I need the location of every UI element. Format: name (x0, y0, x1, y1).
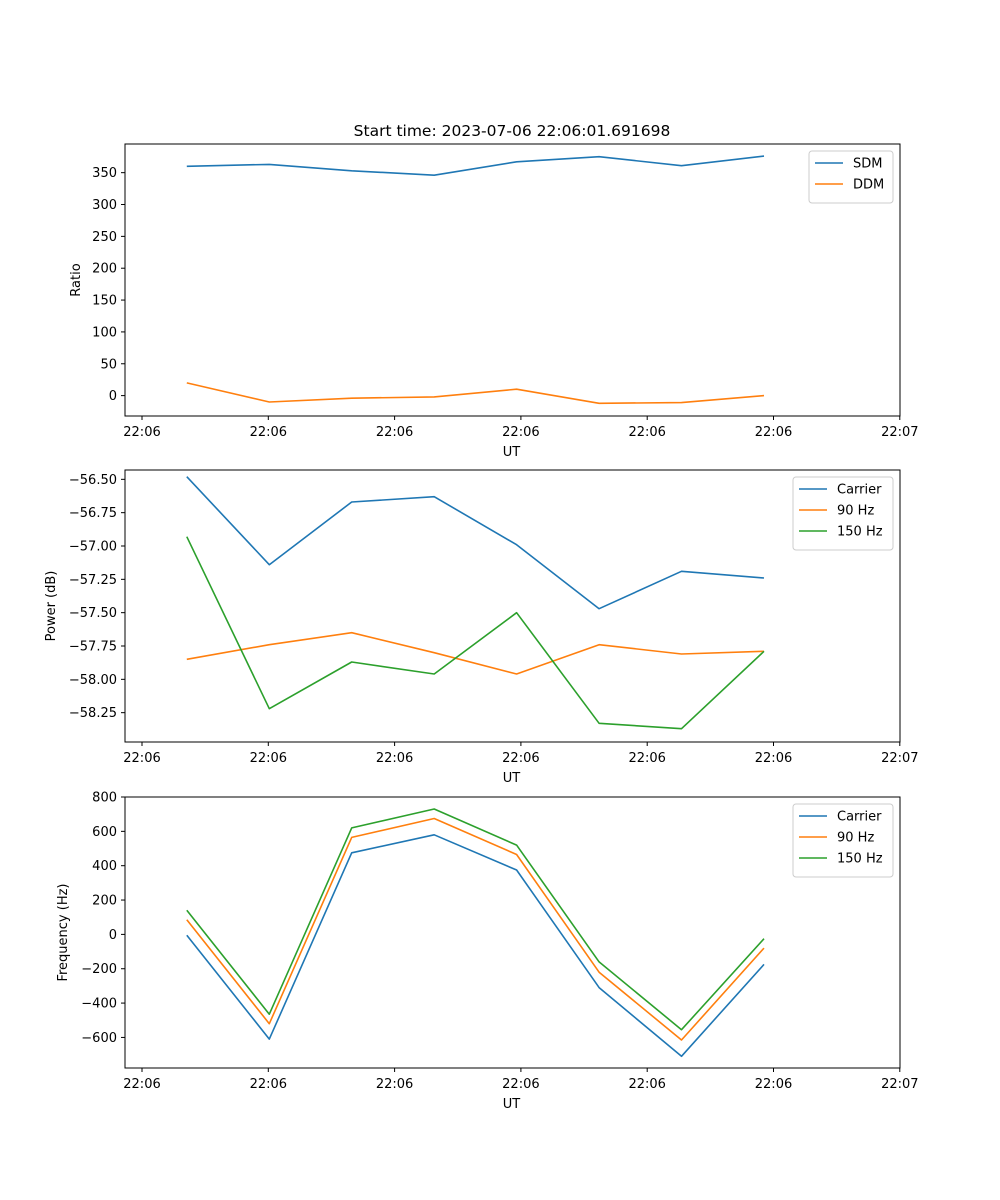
figure-title: Start time: 2023-07-06 22:06:01.691698 (354, 122, 671, 140)
frequency-hz-legend-label-90-hz: 90 Hz (837, 831, 874, 846)
ratio-x-tick-label: 22:06 (628, 425, 665, 440)
ratio-y-tick-label: 100 (92, 325, 117, 340)
frequency-hz-x-tick-label: 22:06 (250, 1077, 287, 1092)
frequency-hz-legend-label-carrier: Carrier (837, 810, 882, 825)
power-db-y-axis-label: Power (dB) (44, 571, 59, 642)
ratio-y-tick-label: 200 (92, 262, 117, 277)
frequency-hz-y-axis-label: Frequency (Hz) (56, 883, 71, 981)
ratio-y-tick-label: 0 (109, 389, 117, 404)
frequency-hz-y-tick-label: −200 (81, 962, 117, 977)
ratio-x-tick-label: 22:06 (376, 425, 413, 440)
ratio-x-tick-label: 22:06 (123, 425, 160, 440)
power-db-series-line-carrier (186, 476, 765, 610)
frequency-hz-y-tick-label: −400 (81, 997, 117, 1012)
power-db-x-axis-label: UT (503, 771, 521, 786)
frequency-hz-y-tick-label: 400 (92, 859, 117, 874)
frequency-hz-series-line-90-hz (186, 817, 765, 1041)
frequency-hz-y-tick-label: −600 (81, 1031, 117, 1046)
frequency-hz-x-tick-label: 22:06 (755, 1077, 792, 1092)
ratio-y-tick-label: 350 (92, 166, 117, 181)
power-panel: 22:06 22:06 22:06 22:06 22:06 22:06 22:07 UT −56… (44, 469, 919, 786)
frequency-hz-y-tick-label: 200 (92, 894, 117, 909)
frequency-hz-x-tick-label: 22:06 (502, 1077, 539, 1092)
frequency-hz-y-tick-label: 600 (92, 825, 117, 840)
power-db-series-line-90-hz (186, 631, 765, 675)
ratio-y-tick-label: 50 (100, 357, 117, 372)
ratio-x-tick-label: 22:06 (502, 425, 539, 440)
ratio-x-tick-label: 22:06 (755, 425, 792, 440)
ratio-y-tick-label: 150 (92, 294, 117, 309)
power-db-legend-label-150-hz: 150 Hz (837, 525, 883, 540)
power-db-x-tick-label: 22:06 (628, 751, 665, 766)
power-db-legend-label-carrier: Carrier (837, 483, 882, 498)
frequency-hz-x-tick-label: 22:06 (123, 1077, 160, 1092)
ratio-x-tick-label: 22:07 (881, 425, 918, 440)
ratio-x-tick-label: 22:06 (250, 425, 287, 440)
ratio-y-tick-label: 250 (92, 230, 117, 245)
ratio-axes-frame (124, 143, 901, 417)
power-db-y-tick-label: −57.00 (69, 540, 117, 555)
frequency-hz-x-axis-label: UT (503, 1097, 521, 1112)
frequency-hz-x-tick-label: 22:06 (628, 1077, 665, 1092)
power-db-y-tick-label: −56.50 (69, 473, 117, 488)
power-db-y-tick-label: −58.25 (69, 706, 117, 721)
ratio-series-line-sdm (186, 155, 765, 176)
power-db-y-tick-label: −57.75 (69, 640, 117, 655)
frequency-hz-y-tick-label: 0 (109, 928, 117, 943)
power-db-x-tick-label: 22:06 (123, 751, 160, 766)
power-db-x-tick-label: 22:06 (376, 751, 413, 766)
frequency-hz-x-tick-label: 22:06 (376, 1077, 413, 1092)
power-db-x-tick-label: 22:06 (502, 751, 539, 766)
power-db-axes-frame (124, 469, 901, 743)
ratio-legend-label-ddm: DDM (853, 178, 884, 193)
power-db-legend-label-90-hz: 90 Hz (837, 504, 874, 519)
ratio-series-line-ddm (186, 382, 765, 405)
ratio-legend-box (808, 150, 894, 204)
ratio-x-axis-label: UT (503, 445, 521, 460)
frequency-hz-legend-label-150-hz: 150 Hz (837, 852, 883, 867)
frequency-panel: 22:06 22:06 22:06 22:06 22:06 22:06 22:07 UT 800… (56, 791, 919, 1113)
power-db-y-tick-label: −58.00 (69, 673, 117, 688)
power-db-y-tick-label: −57.25 (69, 573, 117, 588)
frequency-hz-axes-frame (124, 796, 901, 1069)
frequency-hz-x-tick-label: 22:07 (881, 1077, 918, 1092)
frequency-hz-series-line-150-hz (186, 808, 765, 1031)
power-db-y-tick-label: −56.75 (69, 506, 117, 521)
ratio-panel: 22:06 22:06 22:06 22:06 22:06 22:06 22:07 UT 0 50… (69, 143, 919, 460)
power-db-series-line-150-hz (186, 536, 765, 730)
ratio-legend-label-sdm: SDM (853, 157, 882, 172)
power-db-y-tick-label: −57.50 (69, 606, 117, 621)
frequency-hz-y-tick-label: 800 (92, 791, 117, 806)
power-db-x-tick-label: 22:07 (881, 751, 918, 766)
ratio-y-tick-label: 300 (92, 198, 117, 213)
frequency-hz-series-line-carrier (186, 833, 765, 1058)
power-db-x-tick-label: 22:06 (755, 751, 792, 766)
power-db-x-tick-label: 22:06 (250, 751, 287, 766)
ratio-y-axis-label: Ratio (69, 263, 84, 296)
